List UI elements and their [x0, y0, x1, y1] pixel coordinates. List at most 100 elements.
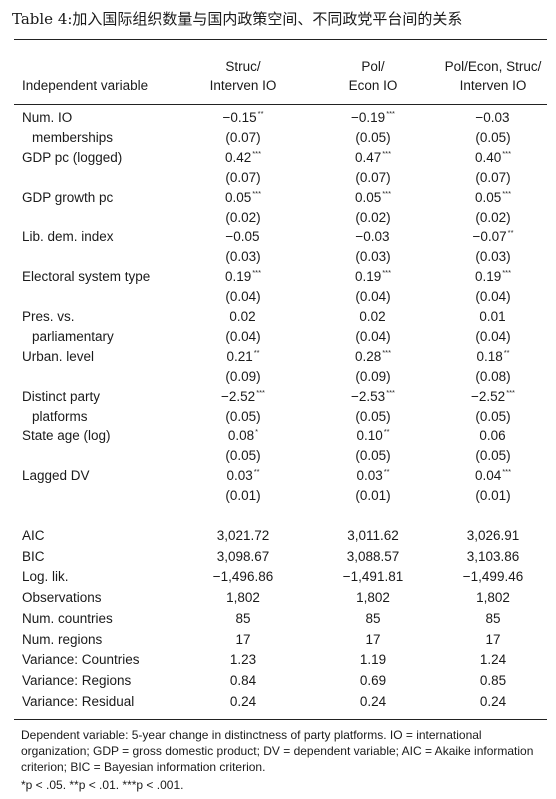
variable-label: Lagged DV: [22, 468, 90, 484]
standard-error-cell: (0.04): [355, 328, 391, 344]
table-row-se: (0.03) (0.03) (0.03): [0, 247, 556, 267]
statistic-row: AIC 3,021.72 3,011.62 3,026.91: [0, 526, 556, 546]
significance-stars: ***: [502, 188, 512, 198]
column-header-2-line1: Pol/: [361, 59, 385, 74]
coefficient-cell: −0.03: [303, 227, 443, 247]
coefficient-cell: 0.05***: [173, 188, 313, 208]
column-header-3-line2: Interven IO: [459, 78, 527, 93]
statistic-value: −1,491.81: [342, 569, 404, 585]
coefficient-cell: 0.03**: [173, 466, 313, 486]
table-row: GDP growth pc 0.05*** 0.05*** 0.05***: [0, 188, 556, 208]
standard-error-cell: (0.05): [355, 408, 391, 424]
significance-stars: **: [383, 467, 390, 477]
column-header-1-line2: Interven IO: [209, 78, 277, 93]
coefficient-value: −0.05: [225, 229, 260, 245]
variable-label: Pres. vs.: [22, 309, 75, 324]
standard-error-cell: (0.05): [355, 129, 391, 145]
table-row: Distinct party −2.52*** −2.53*** −2.52***: [0, 387, 556, 407]
coefficient-cell: 0.19***: [423, 267, 556, 287]
coefficient-value: −2.53: [351, 388, 386, 404]
significance-stars: ***: [252, 188, 262, 198]
significance-stars: **: [257, 109, 264, 118]
significance-stars: ***: [382, 347, 392, 357]
table-row: Urban. level 0.21** 0.28*** 0.18**: [0, 347, 556, 367]
coefficient-cell: 0.21**: [173, 347, 313, 367]
statistic-value: 1,802: [356, 590, 390, 606]
table-row-se: (0.05) (0.05) (0.05): [0, 446, 556, 466]
standard-error-cell: (0.05): [475, 448, 511, 464]
variable-label-continued: memberships: [32, 129, 114, 145]
column-header-3-line1: Pol/Econ, Struc/: [444, 59, 542, 74]
coefficient-value: −2.52: [221, 388, 256, 404]
standard-error-cell: (0.02): [355, 209, 391, 225]
coefficient-value: −0.19: [351, 110, 386, 125]
standard-error-cell: (0.04): [475, 289, 511, 305]
coefficient-cell: −0.07**: [423, 227, 556, 247]
statistic-value: 1.24: [479, 652, 507, 668]
significance-stars: ***: [382, 268, 392, 278]
significance-stars: **: [383, 427, 390, 437]
coefficient-value: 0.19: [474, 269, 502, 285]
standard-error-cell: (0.09): [355, 368, 391, 384]
coefficient-cell: 0.28***: [303, 347, 443, 367]
table-row-se: (0.07) (0.07) (0.07): [0, 168, 556, 188]
coefficient-value: 0.05: [224, 189, 252, 205]
coefficient-value: 0.02: [359, 309, 386, 324]
statistic-value: 0.85: [479, 672, 507, 688]
coefficient-cell: 0.03**: [303, 466, 443, 486]
standard-error-cell: (0.01): [225, 488, 261, 504]
variable-label: State age (log): [22, 428, 111, 444]
standard-error-cell: (0.05): [225, 408, 261, 424]
standard-error-cell: (0.04): [225, 328, 261, 344]
significance-stars: ***: [386, 387, 395, 397]
statistic-row: Num. regions 17 17 17: [0, 630, 556, 650]
table-title: Table 4:加入国际组织数量与国内政策空间、不同政党平台间的关系: [12, 10, 463, 28]
table-notes: Dependent variable: 5-year change in dis…: [21, 727, 541, 793]
coefficient-cell: −2.53***: [303, 387, 443, 407]
coefficient-value: 0.19: [354, 269, 382, 285]
statistic-row: BIC 3,098.67 3,088.57 3,103.86: [0, 547, 556, 567]
statistic-value: 0.24: [479, 693, 507, 709]
table-row-se: platforms (0.05) (0.05) (0.05): [0, 407, 556, 427]
coefficient-value: 0.01: [479, 309, 506, 324]
coefficient-value: 0.05: [354, 189, 382, 205]
coefficient-cell: 0.19***: [303, 267, 443, 287]
standard-error-cell: (0.02): [225, 209, 261, 225]
variable-label-continued: platforms: [32, 408, 88, 424]
table-row-se: (0.09) (0.09) (0.08): [0, 367, 556, 387]
statistic-label: Num. countries: [22, 610, 113, 626]
statistic-label: Variance: Countries: [22, 652, 140, 668]
statistic-row: Variance: Countries 1.23 1.19 1.24: [0, 650, 556, 670]
statistic-value: 3,088.57: [346, 548, 400, 564]
standard-error-cell: (0.02): [475, 209, 511, 225]
statistic-value: 85: [235, 610, 251, 626]
coefficient-value: −0.07: [472, 229, 507, 245]
statistic-value: 0.69: [359, 672, 387, 688]
coefficient-value: 0.28: [354, 348, 382, 364]
standard-error-cell: (0.07): [225, 129, 261, 145]
significance-stars: **: [507, 228, 514, 238]
standard-error-cell: (0.05): [225, 448, 261, 464]
statistic-value: 3,021.72: [216, 528, 270, 543]
statistic-value: −1,499.46: [462, 569, 524, 585]
coefficient-cell: −0.03: [423, 108, 556, 128]
coefficient-value: 0.18: [476, 348, 503, 364]
coefficient-value: 0.05: [474, 189, 502, 205]
column-header-1: Struc/ Interven IO: [173, 57, 313, 95]
standard-error-cell: (0.07): [355, 169, 391, 185]
statistic-label: Log. lik.: [22, 569, 69, 585]
statistic-value: 0.24: [359, 693, 387, 709]
statistic-row: Variance: Residual 0.24 0.24 0.24: [0, 692, 556, 712]
notes-text: Dependent variable: 5-year change in dis…: [21, 728, 534, 774]
standard-error-cell: (0.05): [355, 448, 391, 464]
column-header-1-line1: Struc/: [225, 59, 261, 74]
significance-stars: ***: [506, 387, 515, 397]
coefficient-cell: 0.02: [173, 307, 313, 327]
coefficient-cell: 0.01: [423, 307, 556, 327]
significance-stars: ***: [502, 268, 512, 278]
coefficient-cell: 0.18**: [423, 347, 556, 367]
coefficient-value: 0.40: [474, 149, 502, 165]
variable-label: Num. IO: [22, 110, 73, 125]
significance-stars: ***: [256, 387, 265, 397]
column-header-2-line2: Econ IO: [348, 78, 398, 93]
